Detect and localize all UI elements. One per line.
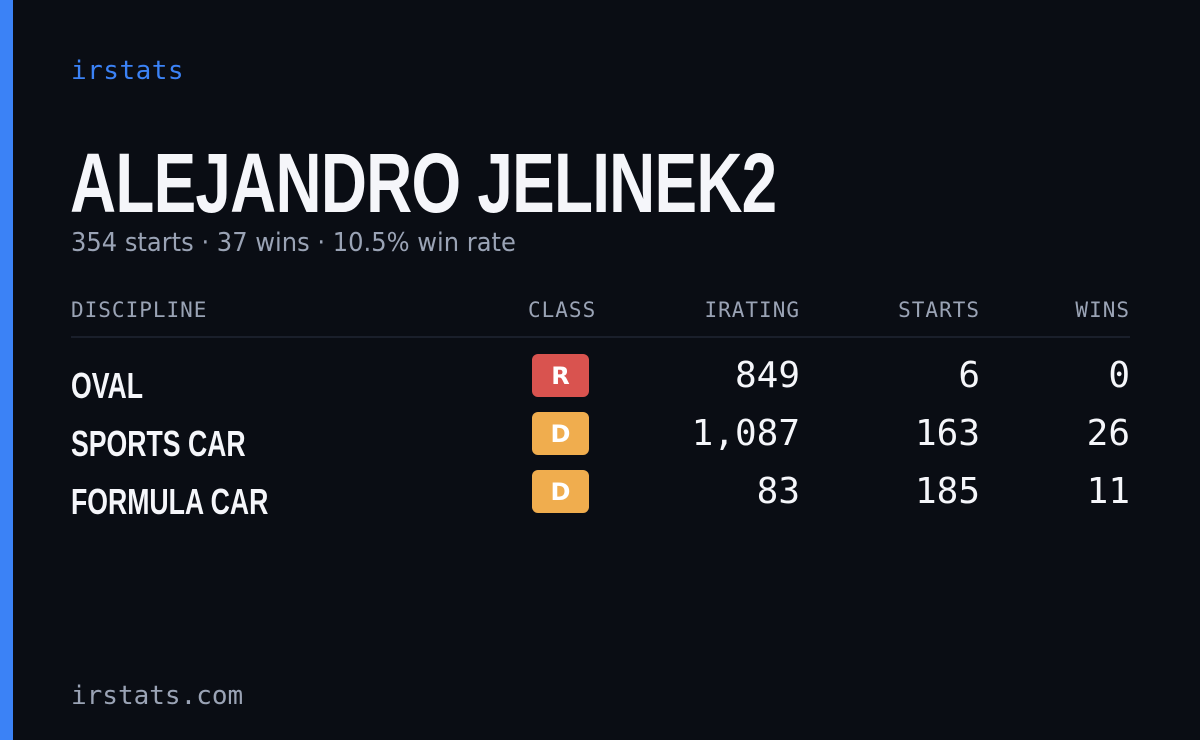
player-summary: 354 starts · 37 wins · 10.5% win rate <box>71 228 516 258</box>
irating-value: 83 <box>756 471 800 512</box>
header-irating: IRATING <box>704 298 800 322</box>
license-table: DISCIPLINE CLASS IRATING STARTS WINS OVA… <box>71 298 1130 528</box>
discipline-name: OVAL <box>71 365 144 406</box>
header-discipline: DISCIPLINE <box>71 298 208 322</box>
player-name: ALEJANDRO JELINEK2 <box>70 136 777 230</box>
table-row: SPORTS CAR D 1,087 163 26 <box>71 412 1130 470</box>
class-badge: D <box>532 412 589 455</box>
table-row: FORMULA CAR D 83 185 11 <box>71 470 1130 528</box>
wins-value: 0 <box>1108 355 1130 396</box>
header-wins: WINS <box>1075 298 1130 322</box>
class-badge: R <box>532 354 589 397</box>
irating-value: 849 <box>734 355 800 396</box>
table-body: OVAL R 849 6 0 SPORTS CAR D 1,087 163 26… <box>71 354 1130 528</box>
accent-bar <box>0 0 13 740</box>
discipline-name: SPORTS CAR <box>71 423 246 464</box>
wins-value: 26 <box>1086 413 1130 454</box>
table-header: DISCIPLINE CLASS IRATING STARTS WINS <box>71 298 1130 338</box>
brand-logo: irstats <box>71 56 185 86</box>
footer-url: irstats.com <box>71 681 244 711</box>
irating-value: 1,087 <box>691 413 800 454</box>
table-row: OVAL R 849 6 0 <box>71 354 1130 412</box>
starts-value: 6 <box>958 355 980 396</box>
class-badge: D <box>532 470 589 513</box>
starts-value: 185 <box>914 471 980 512</box>
discipline-name: FORMULA CAR <box>71 481 269 522</box>
starts-value: 163 <box>914 413 980 454</box>
wins-value: 11 <box>1086 471 1130 512</box>
header-starts: STARTS <box>898 298 980 322</box>
header-class: CLASS <box>528 298 597 322</box>
